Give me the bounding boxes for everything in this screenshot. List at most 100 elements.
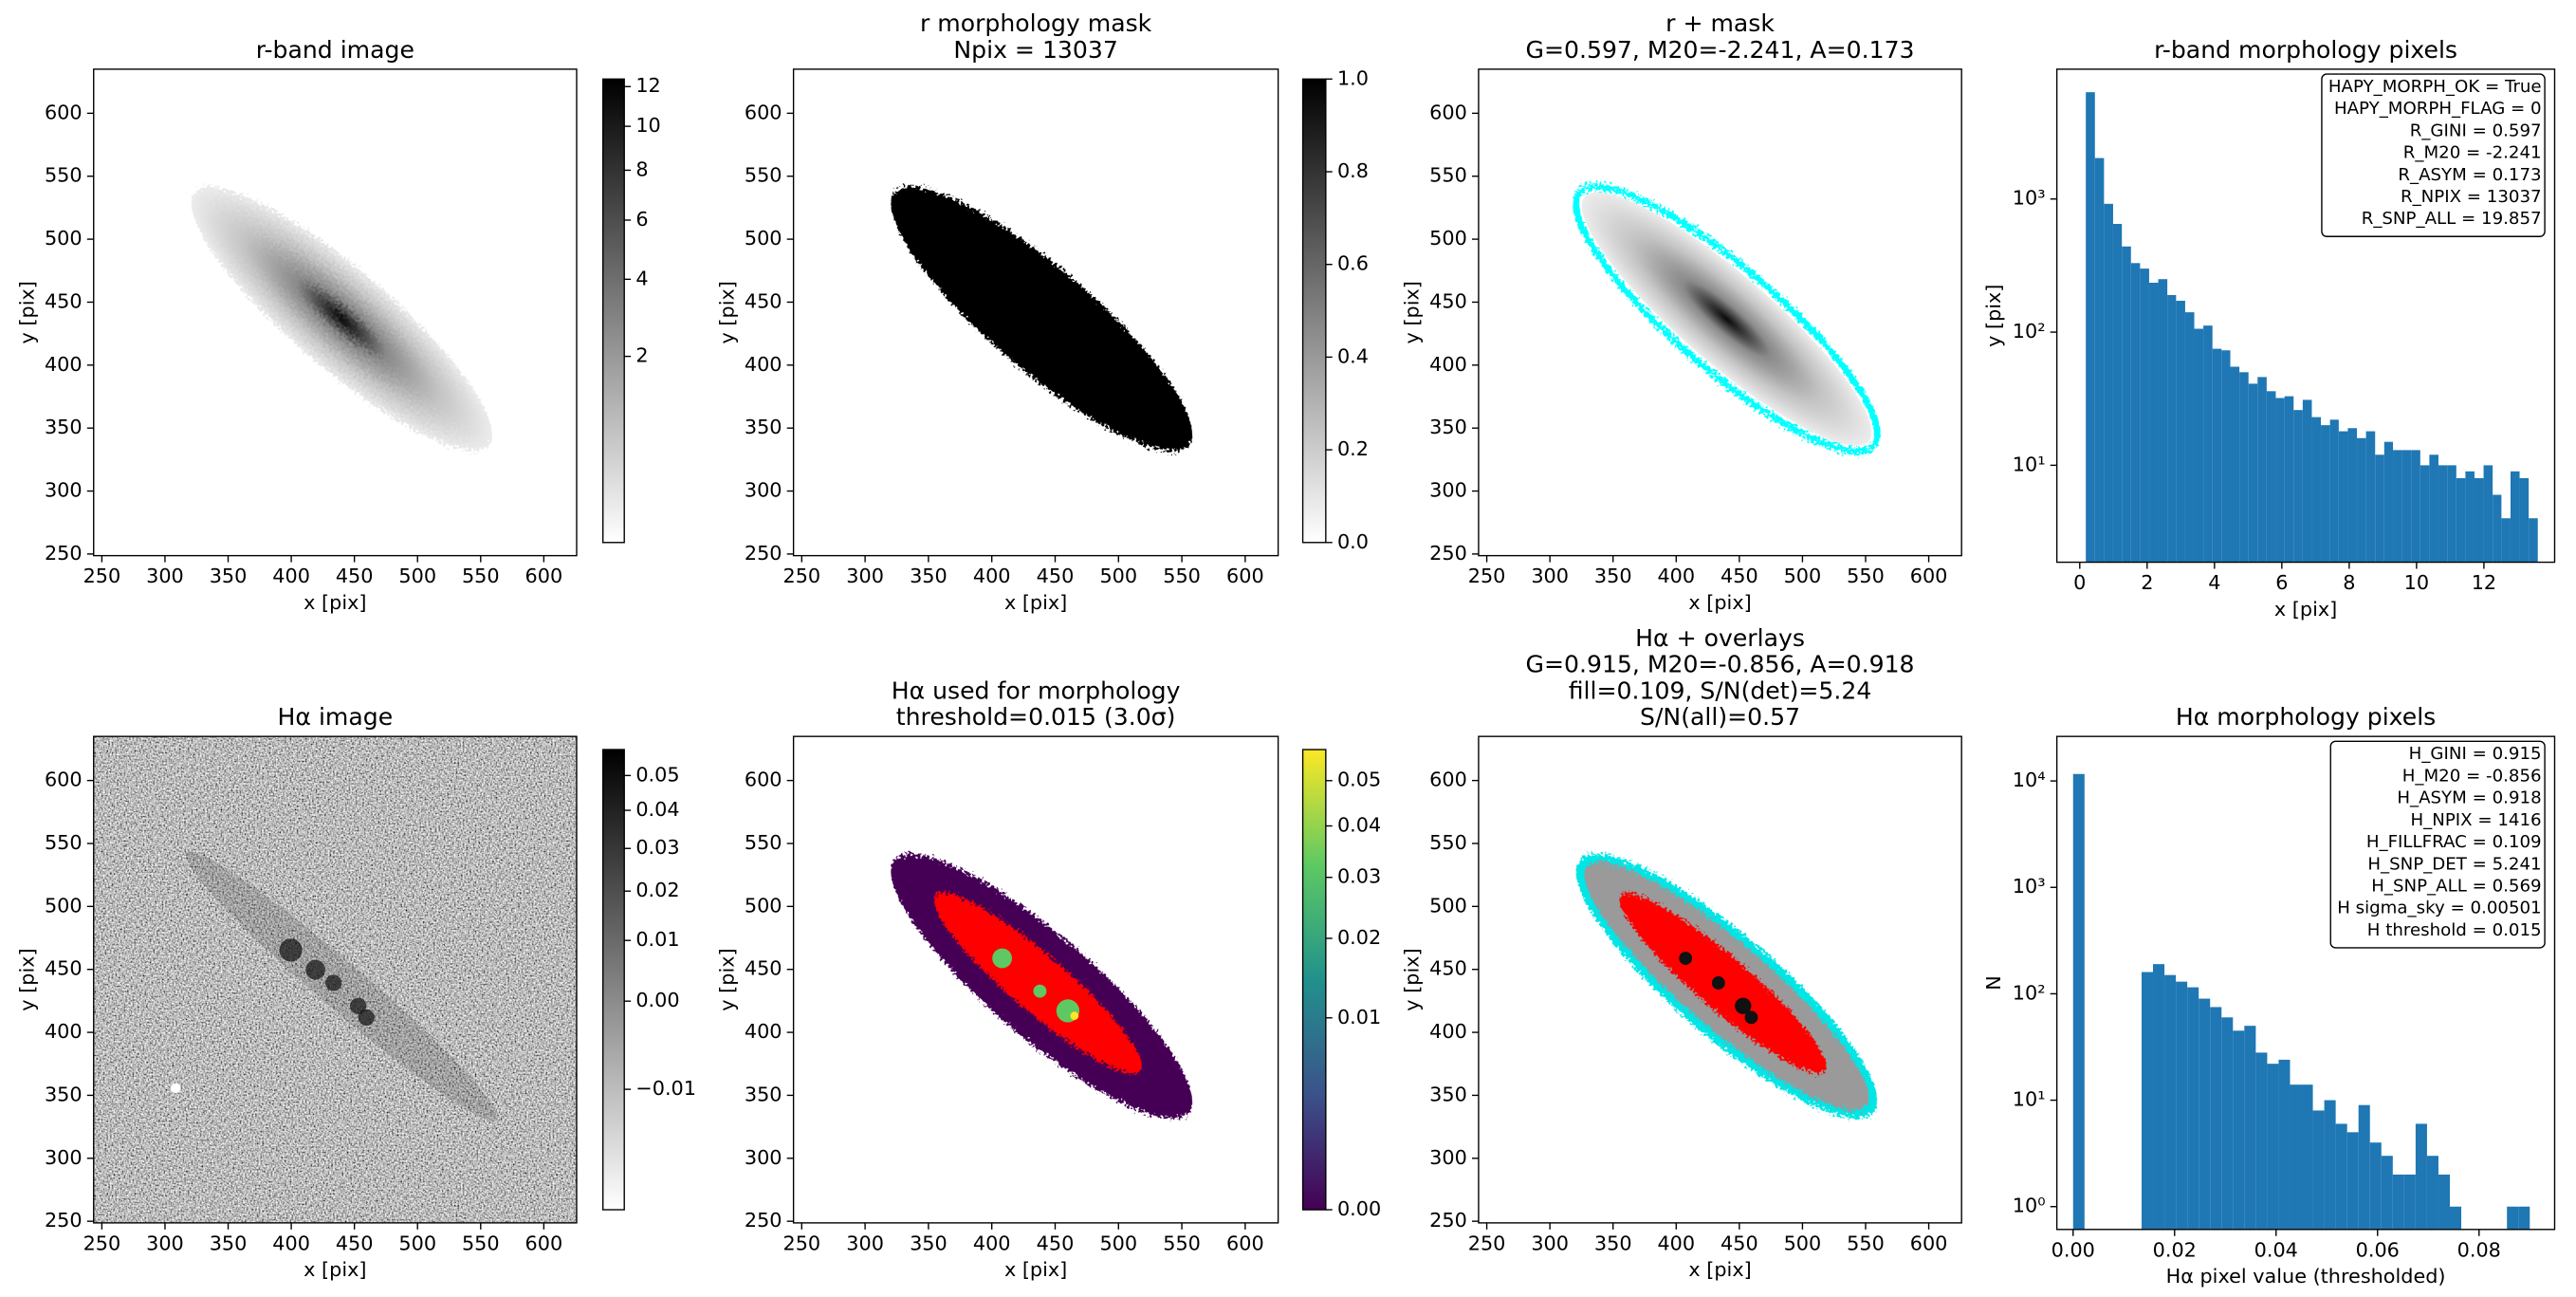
y-tick-label: 550 [745, 831, 782, 854]
bar [2164, 974, 2177, 1230]
x-tick-label: 600 [1910, 565, 1948, 587]
y-axis-label: y [pix] [715, 948, 738, 1010]
y-tick-label: 300 [1429, 479, 1467, 502]
bar [2321, 425, 2330, 563]
bar [2507, 1206, 2519, 1230]
colorbar-tick-label: 0.6 [1337, 252, 1369, 275]
x-tick-label: 300 [146, 565, 184, 587]
x-axis-label: x [pix] [304, 591, 366, 614]
axes-frame [93, 68, 578, 557]
axes-frame [2055, 68, 2556, 564]
x-tick-label: 0.00 [2052, 1238, 2095, 1261]
y-axis-label: y [pix] [1982, 285, 2005, 347]
bright-region [933, 892, 1142, 1074]
y-tick-label: 250 [1429, 1209, 1467, 1232]
bar [2411, 450, 2420, 563]
axes-frame [1478, 68, 1962, 557]
y-tick-label: 300 [745, 1146, 782, 1169]
bar [2456, 477, 2466, 563]
y-axis-label: y [pix] [15, 281, 38, 343]
y-tick-label: 600 [45, 101, 83, 123]
y-tick-label: 250 [745, 1209, 782, 1232]
y-tick-label: 500 [45, 227, 83, 250]
x-axis-label: x [pix] [1004, 591, 1067, 614]
x-tick-label: 400 [973, 565, 1011, 587]
annotation-line: R_SNP_ALL = 19.857 [2362, 209, 2542, 229]
emission-knot [1735, 997, 1752, 1014]
chart-title: Hα morphology pixels [2176, 703, 2436, 731]
bar [2141, 972, 2154, 1230]
chart-title: Npix = 13037 [953, 36, 1117, 64]
annotation-line: R_M20 = -2.241 [2403, 143, 2542, 163]
plot-area [2072, 773, 2530, 1230]
galaxy [1581, 192, 1872, 446]
bar [2518, 1206, 2530, 1230]
bar [2086, 92, 2095, 563]
annotation-line: H sigma_sky = 0.00501 [2337, 899, 2541, 918]
x-tick-label: 350 [210, 1232, 248, 1254]
bar [2148, 282, 2159, 563]
bar [2501, 518, 2511, 563]
bar [2122, 246, 2131, 563]
colorbar-tick-label: 10 [635, 114, 660, 137]
colorbar [602, 78, 625, 544]
x-axis-label: x [pix] [1004, 1258, 1067, 1281]
x-tick-label: 500 [1099, 565, 1137, 587]
bar [2176, 981, 2188, 1230]
bar [2415, 1123, 2427, 1230]
bar [2266, 391, 2276, 563]
x-tick-label: 550 [1163, 1232, 1201, 1254]
y-tick-label: 10³ [2013, 875, 2046, 898]
bar [2393, 450, 2402, 563]
x-tick-label: 0.04 [2254, 1238, 2298, 1261]
annotation-line: R_ASYM = 0.173 [2398, 165, 2541, 185]
bar [2493, 494, 2502, 563]
bright-spot [171, 1083, 181, 1094]
y-tick-label: 550 [745, 164, 782, 187]
bar [2230, 366, 2240, 563]
y-tick-label: 400 [45, 353, 83, 376]
bar [2381, 1156, 2393, 1230]
y-axis-label: y [pix] [715, 281, 738, 343]
y-axis-label: N [1982, 975, 2005, 991]
bar [2392, 1174, 2404, 1230]
bar [2244, 1026, 2256, 1230]
y-tick-label: 10² [2013, 981, 2046, 1004]
x-axis-label: x [pix] [1688, 1258, 1751, 1281]
axes-frame [93, 735, 578, 1224]
annotation-line: H_SNP_ALL = 0.569 [2371, 876, 2541, 896]
emission-knot [1711, 976, 1725, 990]
bar [2369, 1142, 2382, 1230]
plot-area [1573, 183, 1881, 455]
chart-title: G=0.915, M20=-0.856, A=0.918 [1526, 651, 1915, 678]
bar [2158, 279, 2168, 563]
bar [2233, 1030, 2245, 1230]
x-tick-label: 400 [1657, 1232, 1695, 1254]
colorbar-tick-label: 1.0 [1337, 66, 1369, 89]
colorbar-tick-label: 0.04 [1337, 814, 1381, 837]
bar [2301, 1084, 2313, 1230]
bar [2293, 410, 2303, 563]
colorbar-tick-label: 2 [635, 344, 648, 367]
plot-area [891, 186, 1193, 452]
bar [2255, 1052, 2268, 1230]
annotation-line: HAPY_MORPH_OK = True [2328, 77, 2542, 97]
y-tick-label: 300 [1429, 1146, 1467, 1169]
colorbar-tick-label: 0.02 [635, 879, 679, 901]
plot-area [2086, 92, 2538, 563]
bar [2403, 1174, 2416, 1230]
bar [2278, 1059, 2291, 1230]
colorbar-tick-label: 0.2 [1337, 437, 1369, 460]
y-tick-label: 250 [1429, 542, 1467, 565]
x-tick-label: 500 [1099, 1232, 1137, 1254]
colorbar-tick-label: 0.05 [1337, 769, 1381, 791]
y-tick-label: 600 [745, 769, 782, 791]
annotation-line: H_FILLFRAC = 0.109 [2366, 832, 2542, 852]
annotation-line: H_NPIX = 1416 [2410, 810, 2541, 830]
x-tick-label: 0.02 [2153, 1238, 2197, 1261]
bar [2347, 428, 2358, 563]
colorbar-tick-label: 0.01 [635, 928, 679, 951]
colorbar-tick-label: 0.8 [1337, 159, 1369, 182]
annotation-line: R_GINI = 0.597 [2410, 120, 2542, 140]
